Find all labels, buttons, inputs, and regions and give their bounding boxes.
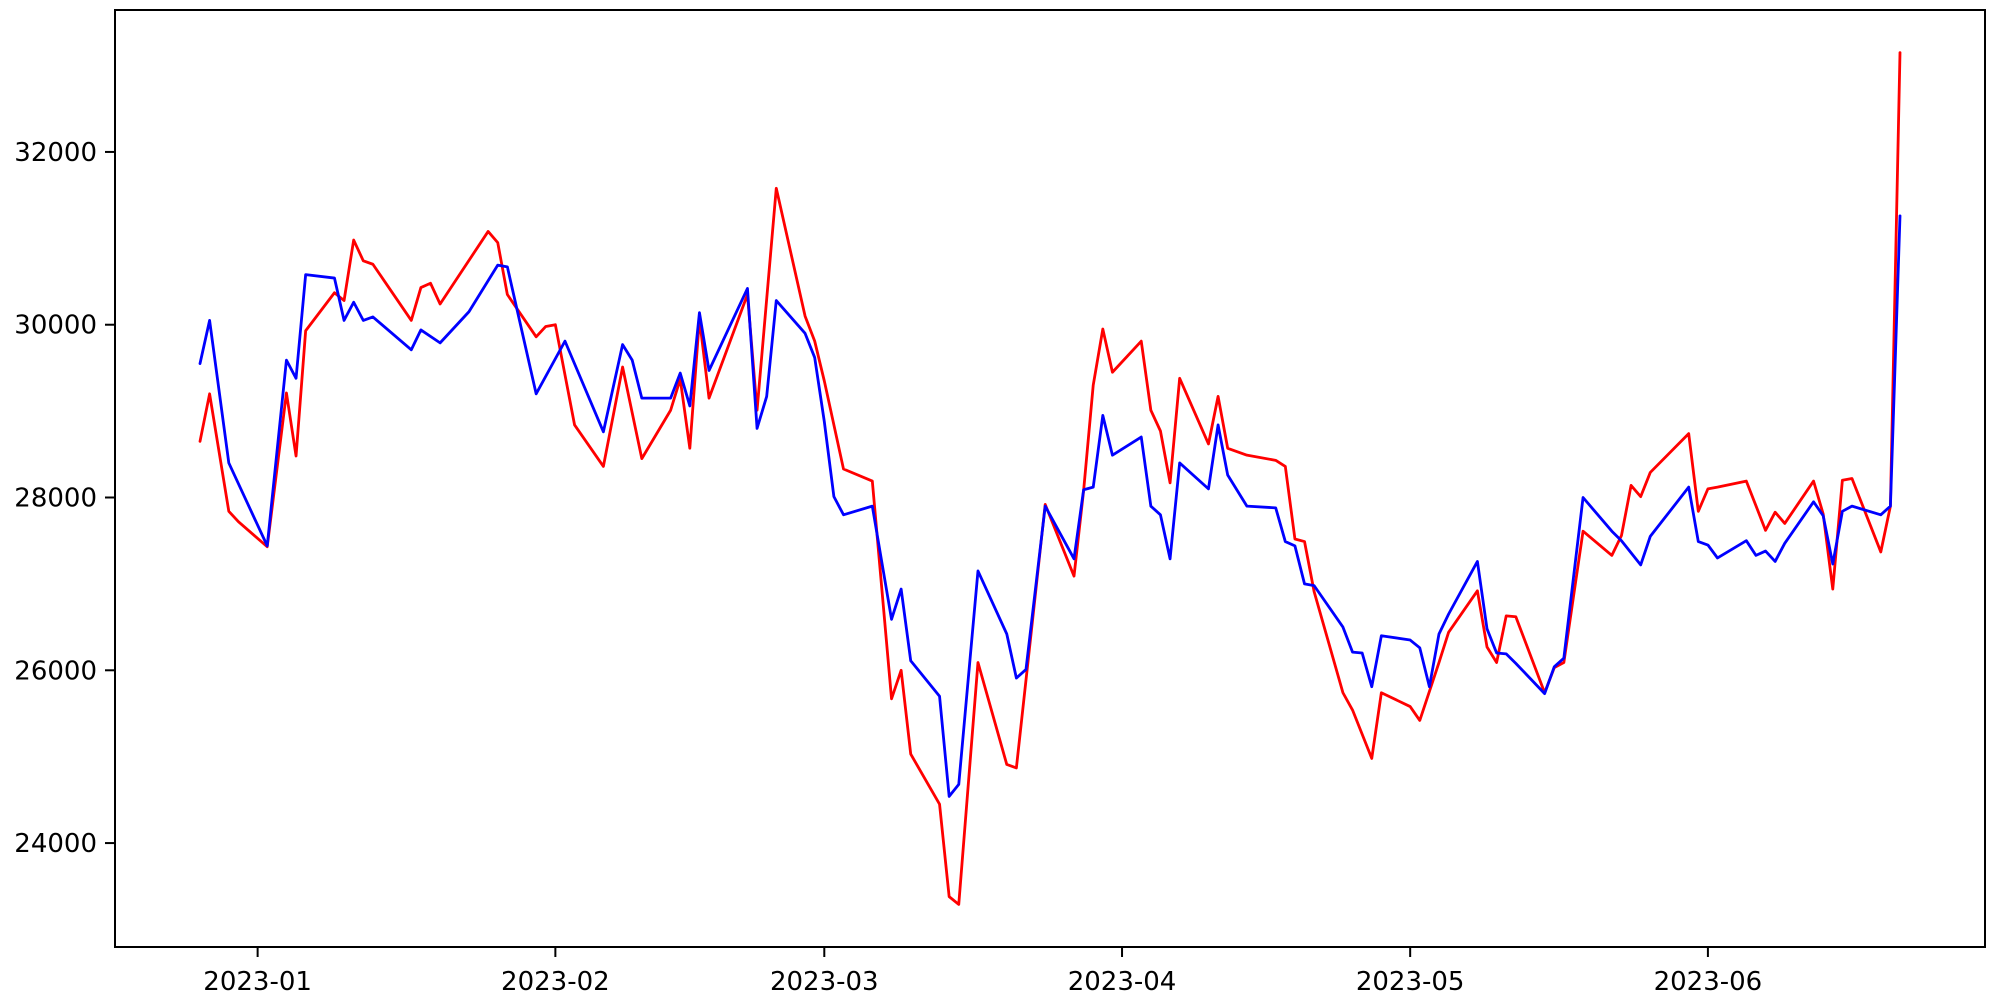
x-tick-label: 2023-02 bbox=[501, 967, 610, 997]
x-tick-label: 2023-05 bbox=[1356, 967, 1465, 997]
series-blue-line bbox=[198, 214, 1902, 798]
plot-spines bbox=[114, 9, 1986, 948]
x-tick-label: 2023-06 bbox=[1654, 967, 1763, 997]
y-tick-label: 32000 bbox=[14, 138, 97, 168]
x-tick-label: 2023-01 bbox=[203, 967, 312, 997]
series-lines bbox=[198, 51, 1902, 906]
plot-border bbox=[114, 9, 1986, 948]
x-tick-label: 2023-04 bbox=[1068, 967, 1177, 997]
y-tick-label: 26000 bbox=[14, 656, 97, 686]
y-tick-label: 28000 bbox=[14, 484, 97, 514]
y-axis: 24000 26000 28000 30000 32000 bbox=[14, 138, 115, 859]
y-tick-label: 30000 bbox=[14, 311, 97, 341]
x-axis: 2023-01 2023-02 2023-03 2023-04 2023-05 2023-… bbox=[203, 947, 1762, 997]
series-red-line bbox=[198, 51, 1902, 906]
x-tick-label: 2023-03 bbox=[770, 967, 879, 997]
y-tick-label: 24000 bbox=[14, 829, 97, 859]
